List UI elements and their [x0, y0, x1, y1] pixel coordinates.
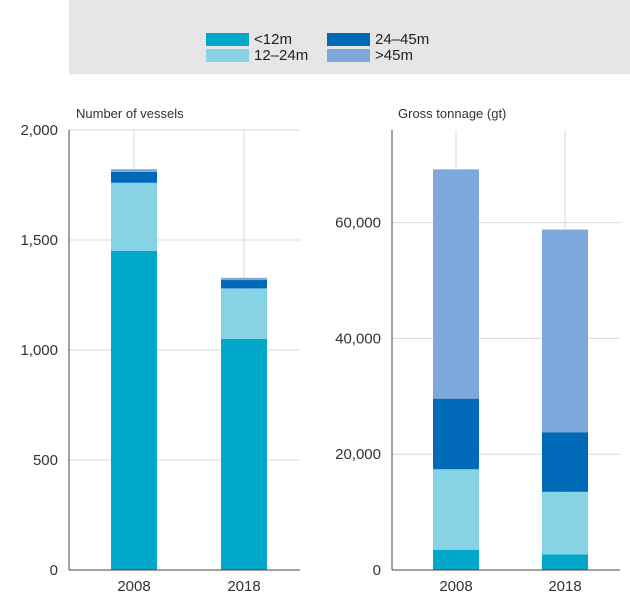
vessels-xtick-label: 2008	[117, 578, 150, 593]
tonnage-ytick-label: 60,000	[335, 215, 381, 232]
vessels-bar-2008-seg-0	[111, 251, 157, 570]
vessels-bar-2018-seg-2	[221, 280, 267, 289]
tonnage-bar-2008-seg-0	[433, 549, 479, 570]
legend-item-gt45: >45m	[327, 48, 413, 63]
legend-item-12-24: 12–24m	[206, 48, 308, 63]
tonnage-bar-2008-seg-3	[433, 169, 479, 399]
vessels-ytick-label: 1,000	[20, 342, 58, 359]
tonnage-ytick-label: 20,000	[335, 446, 381, 463]
legend: <12m 12–24m 24–45m >45m	[69, 0, 630, 74]
vessels-bar-2018-seg-3	[221, 277, 267, 281]
legend-item-24-45: 24–45m	[327, 32, 429, 47]
vessels-chart-title: Number of vessels	[76, 106, 184, 121]
vessels-bar-2008-seg-3	[111, 169, 157, 172]
tonnage-ytick-label: 40,000	[335, 330, 381, 347]
vessels-bar-2018-seg-1	[221, 288, 267, 339]
legend-label: 24–45m	[375, 31, 430, 48]
tonnage-bar-2008-seg-2	[433, 398, 479, 470]
legend-swatch	[327, 49, 370, 62]
tonnage-xtick-label: 2018	[548, 578, 581, 593]
vessels-ytick-label: 500	[33, 452, 58, 469]
legend-swatch	[206, 49, 249, 62]
legend-label: <12m	[254, 31, 292, 48]
legend-label: 12–24m	[254, 47, 309, 64]
legend-swatch	[327, 33, 370, 46]
tonnage-bar-2018-seg-1	[542, 491, 588, 555]
tonnage-bar-2008-seg-1	[433, 469, 479, 550]
tonnage-bar-2018-seg-2	[542, 432, 588, 492]
vessels-bar-2008-seg-1	[111, 182, 157, 251]
vessels-ytick-label: 2,000	[20, 122, 58, 139]
vessels-xtick-label: 2018	[227, 578, 260, 593]
tonnage-bar-2018-seg-0	[542, 554, 588, 570]
legend-label: >45m	[375, 47, 413, 64]
vessels-ytick-label: 0	[50, 562, 58, 579]
legend-item-lt12: <12m	[206, 32, 292, 47]
legend-swatch	[206, 33, 249, 46]
tonnage-chart-title: Gross tonnage (gt)	[398, 106, 506, 121]
vessels-bar-2018-seg-0	[221, 339, 267, 570]
tonnage-xtick-label: 2008	[439, 578, 472, 593]
tonnage-bar-2018-seg-3	[542, 229, 588, 433]
vessels-bar-2008-seg-2	[111, 171, 157, 183]
tonnage-ytick-label: 0	[373, 562, 381, 579]
vessels-ytick-label: 1,500	[20, 232, 58, 249]
